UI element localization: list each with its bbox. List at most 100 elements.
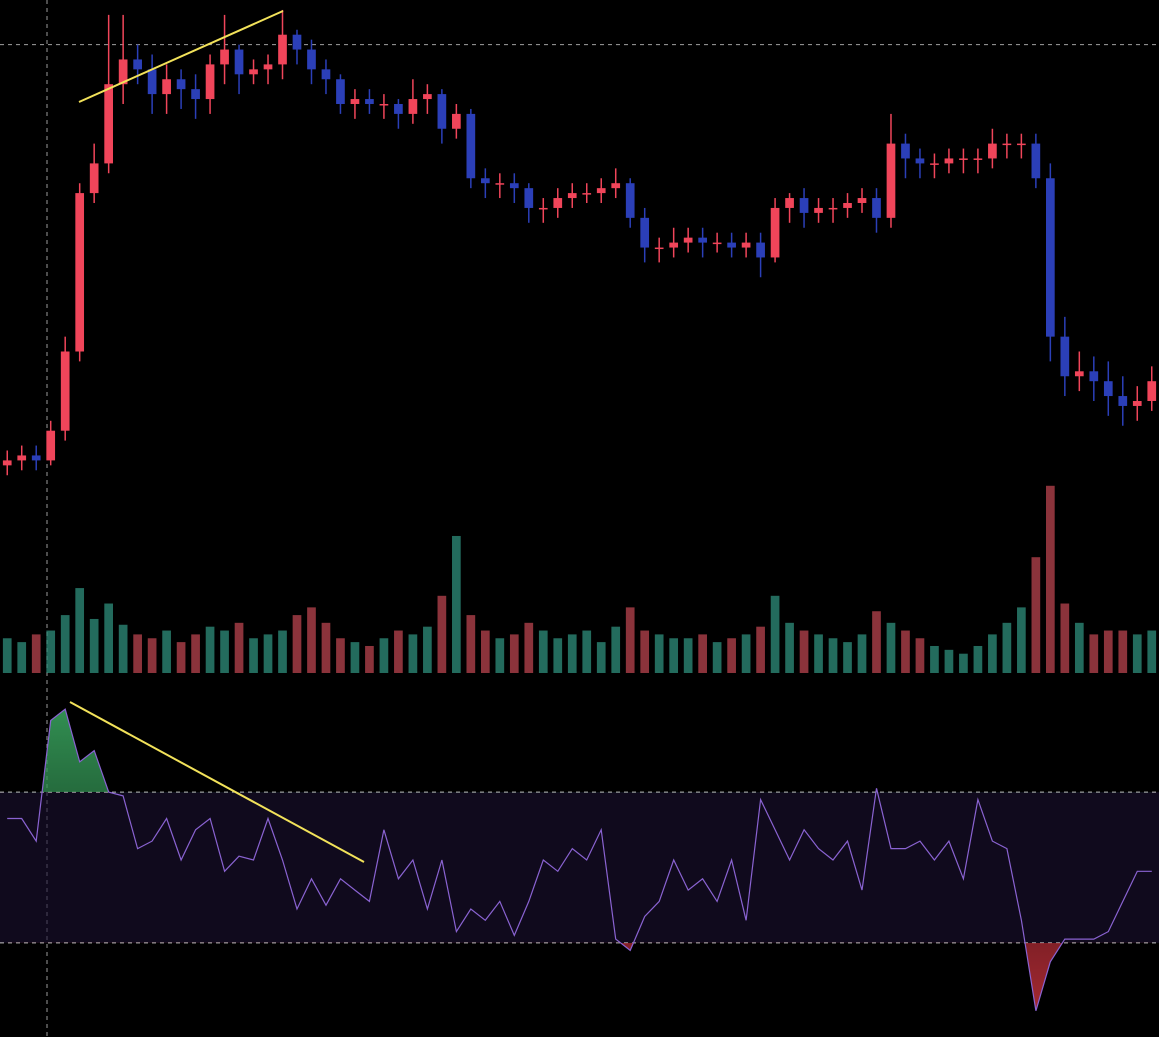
- candle-body: [1017, 143, 1026, 146]
- volume-bar: [959, 653, 968, 673]
- candle-body: [727, 242, 736, 248]
- volume-bar: [278, 630, 287, 673]
- volume-bar: [915, 638, 925, 673]
- rsi-band: [0, 792, 1159, 943]
- volume-bar: [379, 638, 389, 673]
- candle-body: [814, 207, 823, 213]
- volume-bar: [46, 630, 56, 673]
- volume-bar: [1147, 630, 1157, 673]
- candle-body: [872, 198, 881, 218]
- candle-body: [712, 242, 722, 245]
- candle-body: [669, 242, 679, 248]
- candle-body: [423, 94, 432, 100]
- candle-body: [1089, 371, 1099, 382]
- candle-body: [365, 99, 374, 104]
- volume-bar: [770, 595, 780, 673]
- volume-bar: [582, 630, 592, 673]
- volume-bar: [162, 630, 171, 673]
- candle-body: [567, 193, 577, 199]
- volume-bar: [307, 607, 316, 673]
- volume-bar: [640, 630, 650, 673]
- candle-body: [915, 158, 925, 164]
- volume-bar: [480, 630, 490, 673]
- volume-bar: [365, 645, 374, 673]
- volume-bar: [669, 638, 679, 673]
- candle-body: [379, 104, 389, 106]
- candle-body: [654, 247, 664, 250]
- candle-body: [133, 59, 142, 70]
- candle-body: [263, 64, 273, 70]
- candle-body: [292, 34, 302, 50]
- volume-bar: [1017, 607, 1026, 673]
- volume-bar: [394, 630, 403, 673]
- volume-bar: [553, 638, 563, 673]
- candle-body: [988, 143, 997, 159]
- candle-body: [843, 203, 852, 208]
- volume-bar: [567, 634, 577, 673]
- candle-body: [466, 113, 476, 179]
- volume-bar: [756, 626, 765, 673]
- volume-bar: [698, 634, 707, 673]
- volume-bar: [1060, 603, 1070, 673]
- volume-bar: [857, 634, 867, 673]
- volume-bar: [350, 642, 360, 673]
- volume-bar: [249, 638, 258, 673]
- volume-bar: [814, 634, 823, 673]
- volume-bar: [191, 634, 200, 673]
- candle-body: [495, 183, 505, 185]
- plot-layer: [0, 9, 1159, 1011]
- candle-body: [828, 207, 838, 210]
- candle-body: [857, 198, 867, 203]
- candle-body: [1147, 381, 1157, 401]
- volume-bar: [901, 630, 910, 673]
- candle-body: [901, 143, 910, 159]
- volume-bar: [1118, 630, 1128, 673]
- volume-bar: [176, 642, 186, 673]
- candle-body: [538, 207, 548, 210]
- candle-body: [1031, 143, 1041, 179]
- candle-body: [394, 104, 403, 114]
- volume-bar: [31, 634, 41, 673]
- volume-bar: [683, 638, 693, 673]
- volume-bar: [118, 624, 128, 673]
- trend-line: [78, 10, 284, 103]
- volume-bar: [785, 622, 794, 673]
- candle-body: [17, 455, 27, 461]
- volume-bar: [872, 611, 881, 673]
- candle-body: [2, 460, 12, 466]
- volume-bar: [828, 638, 838, 673]
- candle-body: [741, 242, 751, 248]
- candle-body: [1060, 336, 1070, 377]
- candle-body: [234, 49, 244, 75]
- volume-bar: [509, 634, 519, 673]
- volume-bar: [104, 603, 114, 673]
- candle-body: [118, 59, 128, 85]
- candle-body: [1074, 371, 1084, 377]
- volume-bar: [799, 630, 809, 673]
- candle-body: [452, 113, 461, 129]
- volume-bar: [205, 626, 215, 673]
- candle-body: [191, 89, 200, 100]
- volume-bar: [17, 642, 27, 673]
- volume-bar: [973, 645, 983, 673]
- volume-bar: [147, 638, 157, 673]
- candle-body: [176, 79, 186, 90]
- trend-line: [69, 701, 365, 863]
- volume-bar: [75, 588, 85, 673]
- candle-body: [60, 351, 70, 431]
- candle-body: [596, 188, 606, 194]
- candle-body: [1103, 381, 1113, 397]
- volume-bar: [712, 642, 722, 673]
- volume-bar: [1074, 622, 1084, 673]
- candle-body: [625, 183, 635, 218]
- candle-body: [1118, 396, 1128, 406]
- volume-bar: [321, 622, 331, 673]
- candle-body: [147, 69, 157, 95]
- volume-bar: [930, 645, 939, 673]
- volume-bar: [437, 595, 447, 673]
- volume-bar: [1132, 634, 1142, 673]
- candle-body: [799, 198, 809, 213]
- volume-bar: [1045, 485, 1055, 673]
- volume-bar: [944, 649, 954, 673]
